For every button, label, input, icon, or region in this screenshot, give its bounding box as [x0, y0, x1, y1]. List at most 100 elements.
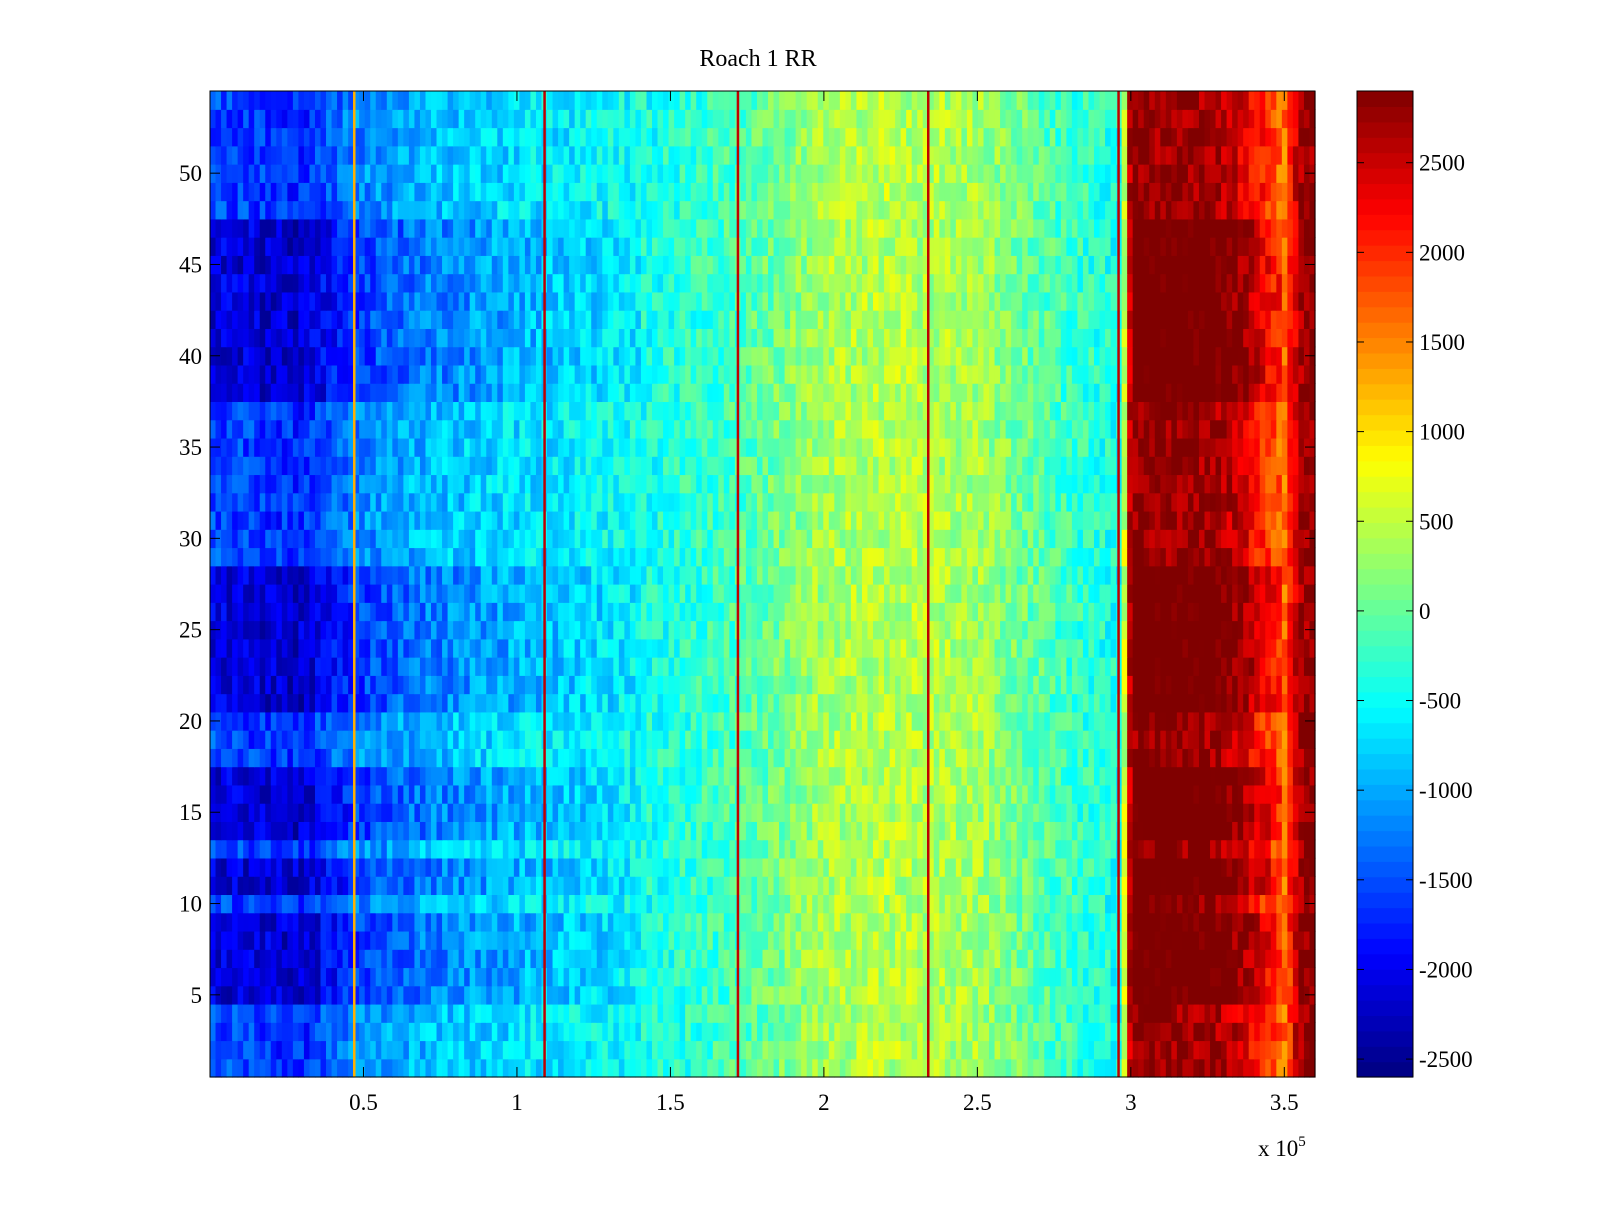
heatmap-cell [436, 784, 443, 804]
heatmap-cell [745, 967, 753, 987]
heatmap-cell [232, 1040, 239, 1060]
heatmap-cell [491, 839, 498, 859]
heatmap-cell [1237, 693, 1244, 713]
heatmap-cell [1082, 657, 1090, 676]
heatmap-cell [768, 912, 775, 932]
heatmap-cell [403, 857, 410, 877]
heatmap-cell [1000, 876, 1007, 896]
heatmap-cell [1049, 857, 1056, 877]
heatmap-cell [414, 985, 421, 1005]
heatmap-cell [1022, 711, 1029, 731]
heatmap-cell [856, 930, 863, 950]
heatmap-cell [618, 985, 625, 1005]
heatmap-cell [281, 638, 288, 658]
heatmap-cell [696, 766, 703, 786]
heatmap-cell [690, 766, 697, 786]
heatmap-cell [342, 730, 349, 749]
heatmap-cell [475, 657, 482, 676]
heatmap-cell [436, 967, 443, 987]
heatmap-cell [1287, 821, 1294, 841]
heatmap-cell [414, 748, 421, 768]
heatmap-cell [453, 638, 460, 658]
heatmap-cell [756, 821, 764, 841]
heatmap-cell [475, 912, 482, 932]
heatmap-cell [519, 839, 526, 859]
heatmap-cell [1210, 1058, 1217, 1078]
heatmap-cell [569, 748, 576, 768]
heatmap-cell [480, 985, 487, 1005]
heatmap-cell [497, 803, 504, 822]
heatmap-cell [939, 839, 946, 859]
heatmap-cell [320, 930, 327, 950]
heatmap-cell [740, 949, 747, 969]
heatmap-cell [232, 894, 239, 914]
heatmap-cell [497, 711, 504, 731]
heatmap-cell [386, 839, 393, 859]
heatmap-cell [298, 766, 305, 786]
heatmap-cell [1292, 1003, 1300, 1023]
heatmap-cell [745, 949, 753, 969]
heatmap-cell [469, 949, 476, 969]
heatmap-cell [353, 620, 360, 640]
heatmap-cell [861, 711, 869, 731]
heatmap-cell [1171, 930, 1178, 950]
heatmap-cell [276, 839, 283, 859]
heatmap-cell [839, 657, 846, 676]
heatmap-cell [314, 894, 322, 914]
heatmap-cell [828, 657, 835, 676]
heatmap-cell [1198, 1058, 1206, 1078]
heatmap-cell [828, 803, 835, 822]
heatmap-cell [1033, 711, 1040, 731]
heatmap-cell [375, 620, 382, 640]
heatmap-cell [701, 638, 708, 658]
heatmap-cell [701, 949, 708, 969]
heatmap-cell [469, 620, 476, 640]
heatmap-cell [480, 949, 487, 969]
heatmap-cell [442, 985, 449, 1005]
heatmap-cell [265, 766, 272, 786]
heatmap-cell [707, 1003, 714, 1023]
heatmap-cell [712, 620, 719, 640]
heatmap-cell [922, 1022, 929, 1042]
heatmap-cell [878, 1040, 885, 1060]
heatmap-cell [1171, 803, 1178, 822]
heatmap-cell [243, 930, 250, 950]
heatmap-cell [210, 693, 217, 713]
heatmap-cell [364, 1040, 371, 1060]
heatmap-cell [309, 675, 316, 695]
heatmap-cell [801, 638, 808, 658]
heatmap-cell [381, 766, 388, 786]
heatmap-cell [1160, 985, 1167, 1005]
heatmap-cell [712, 876, 719, 896]
heatmap-cell [574, 967, 581, 987]
heatmap-cell [668, 1022, 675, 1042]
heatmap-cell [1243, 1058, 1250, 1078]
heatmap-cell [602, 675, 609, 695]
heatmap-cell [806, 967, 813, 987]
heatmap-cell [1154, 1058, 1161, 1078]
heatmap-cell [497, 784, 504, 804]
heatmap-cell [751, 675, 758, 695]
heatmap-cell [519, 821, 526, 841]
heatmap-cell [762, 894, 769, 914]
heatmap-cell [944, 930, 951, 950]
heatmap-cell [552, 967, 559, 987]
heatmap-cell [629, 876, 637, 896]
heatmap-cell [933, 1003, 940, 1023]
heatmap-cell [895, 784, 902, 804]
heatmap-cell [751, 967, 758, 987]
heatmap-cell [1215, 930, 1222, 950]
heatmap-cell [1127, 657, 1134, 676]
heatmap-cell [375, 784, 382, 804]
heatmap-cell [944, 638, 951, 658]
heatmap-cell [1132, 1022, 1139, 1042]
heatmap-cell [1110, 949, 1117, 969]
heatmap-cell [839, 730, 846, 749]
heatmap-cell [486, 766, 493, 786]
heatmap-cell [326, 967, 333, 987]
heatmap-cell [1022, 657, 1029, 676]
heatmap-cell [850, 620, 858, 640]
heatmap-cell [939, 693, 946, 713]
heatmap-cell [1204, 1040, 1211, 1060]
heatmap-cell [425, 912, 432, 932]
